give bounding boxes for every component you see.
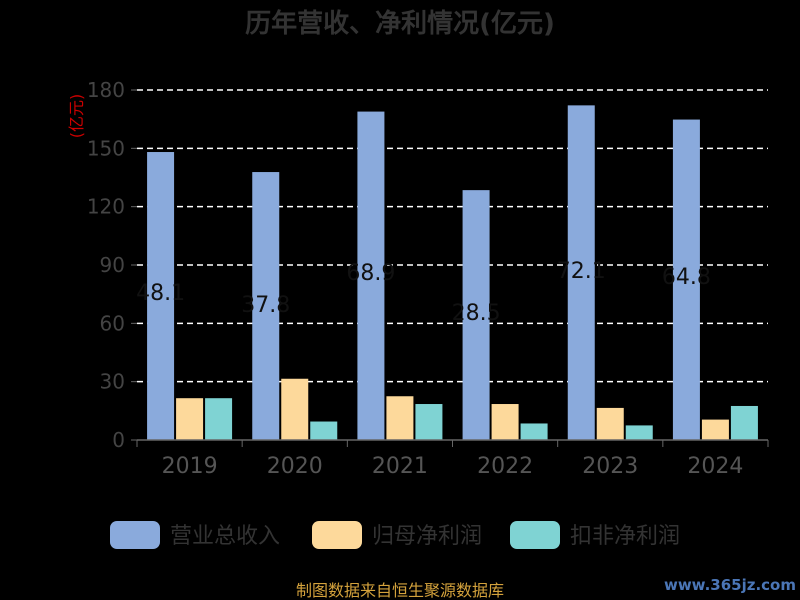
grid-lines xyxy=(137,89,768,383)
bar-2-2022 xyxy=(491,404,519,440)
y-tick-label: 0 xyxy=(112,428,125,452)
bar-1-2020 xyxy=(252,172,280,441)
bar-1-2022 xyxy=(462,190,490,440)
bars xyxy=(147,105,758,441)
x-tick-label-2020: 2020 xyxy=(267,454,323,479)
data-label-2022: 28.5 xyxy=(452,301,501,326)
bar-3-2023 xyxy=(625,425,653,440)
x-axis: 2019 2020 2021 2022 2023 2024 xyxy=(136,439,769,479)
x-tick-label-2019: 2019 xyxy=(162,454,218,479)
data-label-2023: 72.1 xyxy=(557,259,606,284)
data-labels: 48.1 37.8 68.9 28.5 72.1 64.8 xyxy=(136,259,711,326)
legend: 营业总收入 归母净利润 扣非净利润 xyxy=(110,521,680,549)
bar-1-2021 xyxy=(357,111,385,440)
bar-3-2022 xyxy=(520,423,548,440)
y-axis-ticks: 0 30 60 90 120 150 180 xyxy=(87,78,137,452)
bar-3-2024 xyxy=(730,405,758,440)
y-tick-label: 120 xyxy=(87,195,125,219)
x-tick-label-2024: 2024 xyxy=(687,454,743,479)
data-label-2020: 37.8 xyxy=(241,293,290,318)
y-tick-label: 180 xyxy=(87,78,125,102)
legend-label-2: 归母净利润 xyxy=(372,524,482,549)
watermark-text: www.365jz.com xyxy=(664,576,796,594)
y-tick-label: 90 xyxy=(100,253,125,277)
y-axis-unit-label: (亿元) xyxy=(67,94,86,139)
bar-2-2021 xyxy=(386,396,414,440)
data-label-2021: 68.9 xyxy=(346,261,395,286)
legend-label-1: 营业总收入 xyxy=(170,524,280,549)
legend-label-3: 扣非净利润 xyxy=(570,524,680,549)
x-tick-label-2023: 2023 xyxy=(582,454,638,479)
legend-swatch-2 xyxy=(312,521,362,549)
bar-2-2020 xyxy=(281,378,309,440)
bar-1-2024 xyxy=(672,119,700,441)
x-tick-label-2022: 2022 xyxy=(477,454,533,479)
bar-3-2021 xyxy=(415,404,443,440)
x-tick-label-2021: 2021 xyxy=(372,454,428,479)
y-tick-label: 30 xyxy=(100,370,125,394)
bar-2-2019 xyxy=(176,398,204,440)
data-label-2019: 48.1 xyxy=(136,281,185,306)
bar-3-2019 xyxy=(205,398,233,440)
y-tick-label: 60 xyxy=(100,311,125,335)
bar-1-2023 xyxy=(567,105,595,440)
legend-swatch-1 xyxy=(110,521,160,549)
source-note: 制图数据来自恒生聚源数据库 xyxy=(296,581,504,600)
y-tick-label: 150 xyxy=(87,136,125,160)
legend-swatch-3 xyxy=(510,521,560,549)
chart-title: 历年营收、净利情况(亿元) xyxy=(245,8,555,39)
bar-1-2019 xyxy=(147,152,175,440)
bar-3-2020 xyxy=(310,421,338,440)
data-label-2024: 64.8 xyxy=(662,265,711,290)
bar-2-2023 xyxy=(596,407,624,440)
bar-2-2024 xyxy=(701,419,729,440)
